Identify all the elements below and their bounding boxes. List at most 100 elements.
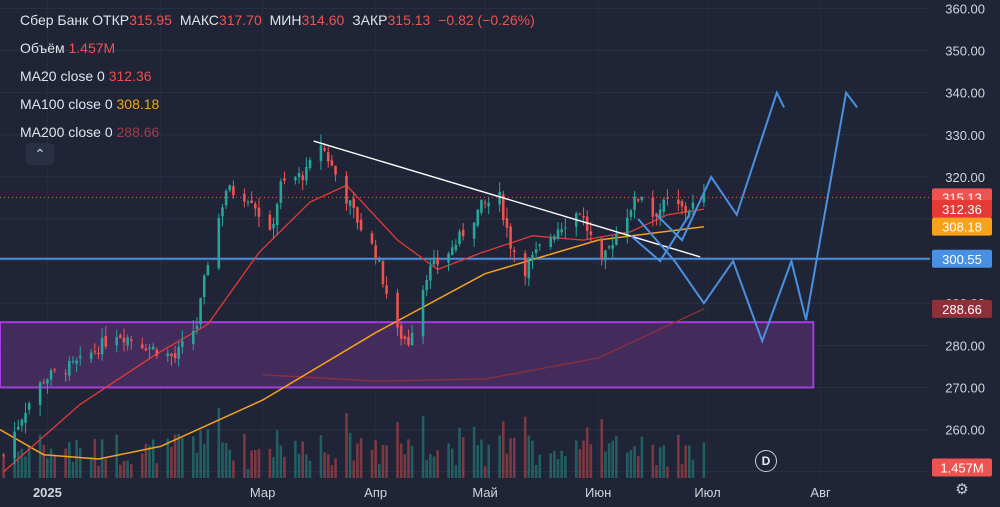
- candle-body: [27, 403, 31, 410]
- time-axis[interactable]: 2025 Мар Апр Май Июн Июл Авг: [33, 485, 831, 500]
- ma100-line: [0, 225, 704, 460]
- price-badge-bg: [932, 249, 992, 268]
- dividends-badge[interactable]: D: [755, 450, 777, 472]
- candle-body: [607, 246, 611, 248]
- candle-body: [487, 203, 490, 207]
- price-tick-label: 260.00: [945, 423, 985, 438]
- candle-body: [425, 280, 428, 291]
- volume-bar: [53, 454, 56, 478]
- volume-bar: [658, 447, 662, 478]
- volume-bar: [301, 441, 304, 478]
- legend-ma200-row[interactable]: MA200 close 0 288.66: [20, 118, 539, 146]
- volume-bar: [345, 413, 348, 478]
- close-label: ЗАКР: [352, 12, 388, 28]
- candle-body: [308, 160, 312, 168]
- volume-bar: [305, 454, 308, 478]
- candle-body: [476, 209, 480, 226]
- candle-body: [702, 192, 706, 203]
- projection-path-2: [637, 90, 858, 345]
- candle-body: [148, 347, 151, 349]
- candle-body: [688, 210, 691, 215]
- candle-body: [46, 379, 49, 384]
- ma200-value: 288.66: [116, 124, 160, 140]
- volume-bar: [330, 465, 334, 478]
- volume-bar: [268, 448, 272, 478]
- candle-body: [680, 201, 684, 207]
- candle-body: [122, 337, 126, 343]
- volume-bar: [151, 439, 155, 478]
- trendline[interactable]: [313, 140, 701, 258]
- candle-body: [140, 344, 144, 349]
- projection-path-3: [630, 214, 691, 263]
- candle-body: [20, 419, 24, 426]
- candle-body: [272, 223, 275, 229]
- volume-bar: [553, 450, 556, 478]
- volume-bar: [615, 436, 618, 478]
- candle-body: [615, 233, 618, 245]
- candle-body: [429, 266, 432, 281]
- volume-bar: [148, 445, 151, 478]
- candle-body: [534, 249, 538, 254]
- volume-bar: [224, 443, 228, 478]
- legend-ma20-row[interactable]: MA20 close 0 312.36: [20, 62, 539, 90]
- volume-bar: [564, 456, 567, 478]
- volume-bar: [173, 434, 177, 478]
- time-tick-label: Мар: [250, 485, 275, 500]
- candle-body: [578, 213, 582, 215]
- volume-bar: [20, 448, 24, 478]
- price-tick-label: 350.00: [945, 44, 985, 59]
- volume-bar: [221, 442, 224, 478]
- candle-body: [502, 194, 505, 220]
- volume-bar: [538, 454, 542, 478]
- price-tick-label: 340.00: [945, 86, 985, 101]
- volume-bar: [607, 443, 611, 478]
- volume-bar: [356, 443, 359, 478]
- price-tick-label: 320.00: [945, 170, 985, 185]
- candle-body: [640, 196, 644, 201]
- volume-bar: [527, 435, 531, 478]
- volume-bar: [502, 421, 505, 478]
- chevron-up-icon[interactable]: ⌃: [26, 143, 54, 165]
- candle-body: [250, 200, 253, 203]
- volume-bar: [228, 449, 232, 478]
- volume-bar: [319, 435, 323, 478]
- volume-bar: [633, 446, 636, 478]
- volume-bar: [636, 455, 640, 478]
- volume-bar: [399, 443, 403, 478]
- volume-bar: [677, 434, 680, 478]
- volume-bar: [655, 465, 658, 478]
- candle-body: [352, 198, 356, 208]
- candle-body: [144, 348, 148, 351]
- candle-body: [283, 178, 286, 181]
- price-badge-bg: [932, 217, 992, 236]
- candle-body: [89, 352, 93, 360]
- candle-body: [297, 173, 301, 178]
- candle-body: [330, 160, 334, 166]
- candle-body: [480, 199, 483, 213]
- price-tick-label: 360.00: [945, 1, 985, 16]
- projection-paths[interactable]: [630, 90, 858, 345]
- legend-volume-row[interactable]: Объём 1.457M: [20, 34, 539, 62]
- legend-ma100-row[interactable]: MA100 close 0 308.18: [20, 90, 539, 118]
- volume-bar: [702, 442, 706, 478]
- candle-body: [523, 253, 527, 277]
- volume-bar: [254, 449, 257, 478]
- gear-icon[interactable]: ⚙: [955, 481, 969, 498]
- low-value: 314.60: [301, 12, 345, 28]
- candle-body: [348, 200, 352, 206]
- volume-bar: [272, 456, 275, 478]
- candle-body: [275, 204, 279, 226]
- volume-bar: [126, 460, 129, 478]
- volume-label: Объём: [20, 40, 65, 56]
- candle-body: [553, 236, 556, 240]
- volume-bar: [429, 453, 432, 478]
- price-badge-label: 288.66: [942, 302, 982, 317]
- volume-bar: [396, 422, 399, 478]
- candle-body: [42, 382, 46, 384]
- candle-body: [49, 370, 53, 380]
- candle-body: [458, 231, 461, 245]
- volume-bar: [370, 449, 374, 478]
- volume-bar: [250, 450, 253, 478]
- symbol-name[interactable]: Сбер Банк: [20, 12, 89, 28]
